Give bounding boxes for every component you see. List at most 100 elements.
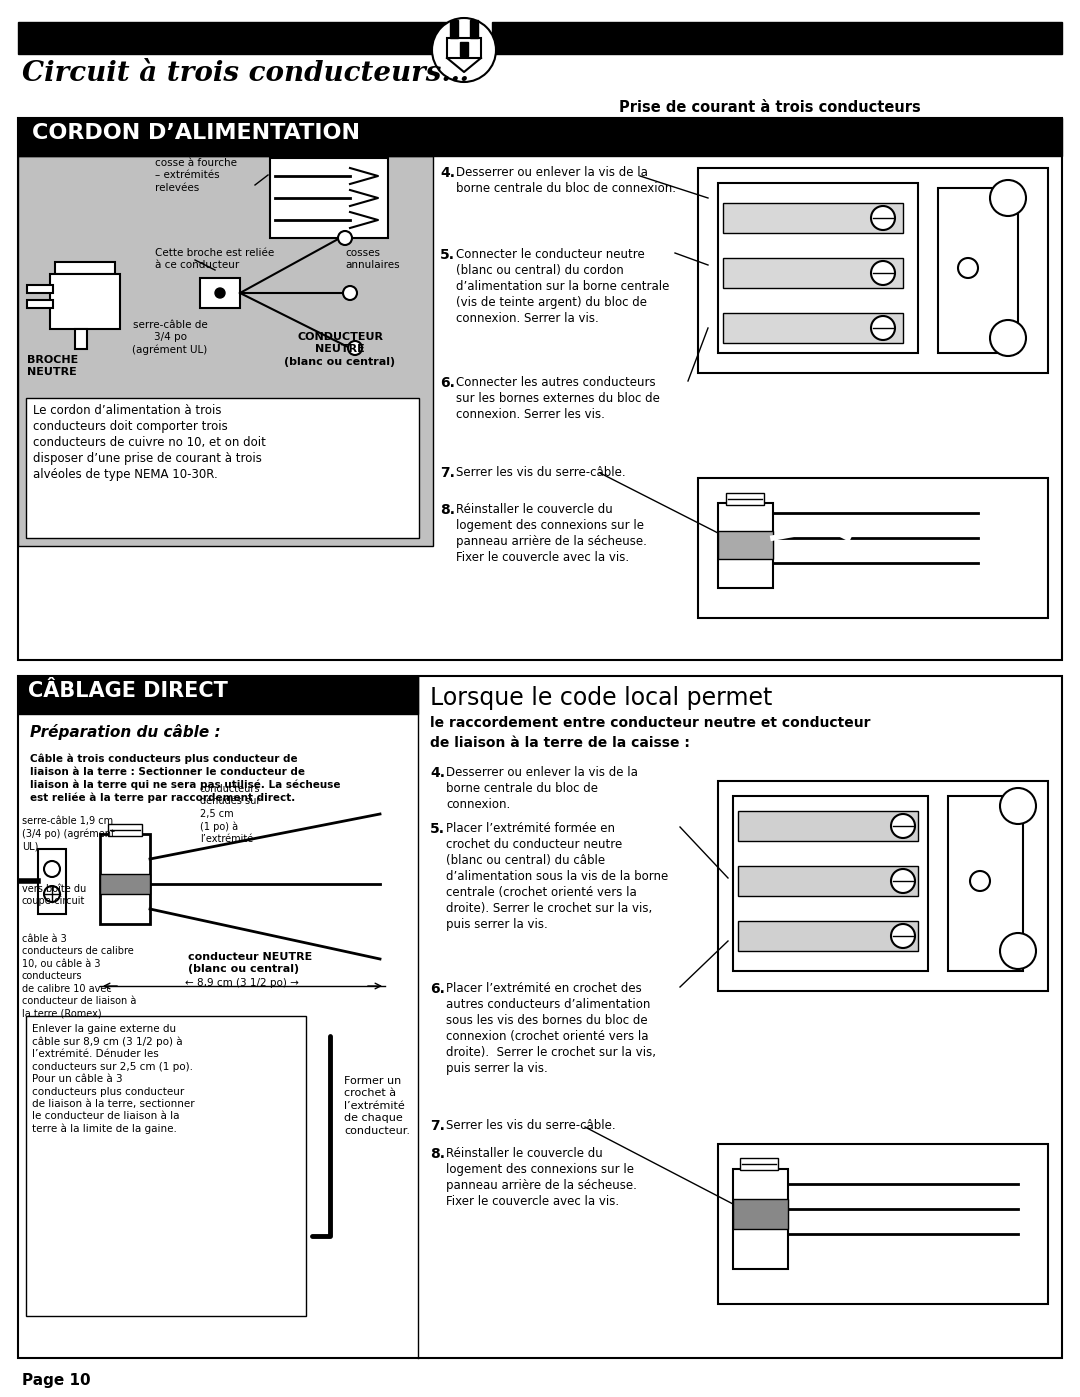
Circle shape: [970, 870, 990, 891]
Bar: [718, 531, 773, 559]
Circle shape: [343, 286, 357, 300]
Circle shape: [348, 341, 362, 355]
Text: Connecter les autres conducteurs
sur les bornes externes du bloc de
connexion. S: Connecter les autres conducteurs sur les…: [456, 376, 660, 420]
Text: Former un
crochet à
l’extrémité
de chaque
conducteur.: Former un crochet à l’extrémité de chaqu…: [345, 1076, 410, 1136]
Bar: [460, 42, 468, 56]
Text: Circuit à trois conducteurs…: Circuit à trois conducteurs…: [22, 60, 469, 87]
Text: 4.: 4.: [430, 766, 445, 780]
Text: CORDON D’ALIMENTATION: CORDON D’ALIMENTATION: [32, 123, 360, 142]
Text: Enlever la gaine externe du
câble sur 8,9 cm (3 1/2 po) à
l’extrémité. Dénuder l: Enlever la gaine externe du câble sur 8,…: [32, 1024, 194, 1134]
Bar: [270, 158, 388, 237]
Text: serre-câble de
3/4 po
(agrément UL): serre-câble de 3/4 po (agrément UL): [133, 320, 207, 355]
Text: Le cordon d’alimentation à trois
conducteurs doit comporter trois
conducteurs de: Le cordon d’alimentation à trois conduct…: [33, 404, 266, 481]
Bar: [26, 398, 419, 538]
Circle shape: [432, 18, 496, 82]
Bar: [723, 258, 903, 288]
Text: 6.: 6.: [430, 982, 445, 996]
Text: Connecter le conducteur neutre
(blanc ou central) du cordon
d’alimentation sur l: Connecter le conducteur neutre (blanc ou…: [456, 249, 670, 326]
Circle shape: [44, 886, 60, 902]
Circle shape: [1000, 788, 1036, 824]
Bar: [55, 263, 114, 274]
Bar: [38, 849, 66, 914]
Bar: [939, 189, 1018, 353]
Text: Câble à trois conducteurs plus conducteur de
liaison à la terre : Sectionner le : Câble à trois conducteurs plus conducteu…: [30, 754, 340, 803]
Circle shape: [891, 869, 915, 893]
Bar: [18, 676, 1062, 1358]
Circle shape: [891, 814, 915, 838]
Bar: [27, 285, 53, 293]
Text: Réinstaller le couvercle du
logement des connexions sur le
panneau arrière de la: Réinstaller le couvercle du logement des…: [446, 1147, 637, 1208]
Text: conducteurs
dénudés sur
2,5 cm
(1 po) à
l’extrémité: conducteurs dénudés sur 2,5 cm (1 po) à …: [200, 784, 260, 844]
Text: Desserrer ou enlever la vis de la
borne centrale du bloc de connexion.: Desserrer ou enlever la vis de la borne …: [456, 166, 676, 196]
Text: serre-câble 1,9 cm
(3/4 po) (agrément
UL): serre-câble 1,9 cm (3/4 po) (agrément UL…: [22, 816, 114, 851]
Text: CONDUCTEUR
NEUTRE
(blanc ou central): CONDUCTEUR NEUTRE (blanc ou central): [284, 332, 395, 367]
Bar: [18, 156, 433, 546]
Text: Page 10: Page 10: [22, 1373, 91, 1389]
Bar: [738, 812, 918, 841]
Bar: [738, 921, 918, 951]
Bar: [723, 203, 903, 233]
Bar: [733, 1199, 788, 1229]
Text: de liaison à la terre de la caisse :: de liaison à la terre de la caisse :: [430, 736, 690, 750]
Bar: [18, 22, 453, 54]
Bar: [492, 22, 1062, 54]
Bar: [738, 866, 918, 895]
Circle shape: [870, 261, 895, 285]
Text: Serrer les vis du serre-câble.: Serrer les vis du serre-câble.: [456, 467, 625, 479]
Bar: [948, 796, 1023, 971]
Bar: [718, 1144, 1048, 1303]
Text: 7.: 7.: [440, 467, 455, 481]
Bar: [447, 38, 481, 59]
Bar: [723, 313, 903, 344]
Bar: [75, 330, 87, 349]
Text: cosses
annulaires: cosses annulaires: [345, 249, 400, 271]
Bar: [18, 117, 1062, 659]
Text: Prise de courant à trois conducteurs: Prise de courant à trois conducteurs: [619, 101, 921, 115]
Circle shape: [990, 320, 1026, 356]
Circle shape: [958, 258, 978, 278]
Bar: [470, 20, 478, 38]
Text: BROCHE
NEUTRE: BROCHE NEUTRE: [27, 355, 78, 377]
Bar: [698, 478, 1048, 617]
Text: Préparation du câble :: Préparation du câble :: [30, 724, 220, 740]
Text: 8.: 8.: [440, 503, 455, 517]
Text: Lorsque le code local permet: Lorsque le code local permet: [430, 686, 772, 710]
Circle shape: [891, 923, 915, 949]
Circle shape: [870, 316, 895, 339]
Bar: [718, 183, 918, 353]
Bar: [726, 493, 764, 504]
Bar: [108, 824, 141, 835]
Text: Réinstaller le couvercle du
logement des connexions sur le
panneau arrière de la: Réinstaller le couvercle du logement des…: [456, 503, 647, 564]
Text: 4.: 4.: [440, 166, 455, 180]
Circle shape: [338, 231, 352, 244]
Bar: [450, 20, 458, 38]
Text: 6.: 6.: [440, 376, 455, 390]
Text: Serrer les vis du serre-câble.: Serrer les vis du serre-câble.: [446, 1119, 616, 1132]
Circle shape: [44, 861, 60, 877]
Text: Desserrer ou enlever la vis de la
borne centrale du bloc de
connexion.: Desserrer ou enlever la vis de la borne …: [446, 766, 638, 812]
Text: vers boîte du
coupe-circuit: vers boîte du coupe-circuit: [22, 884, 86, 907]
Bar: [50, 274, 120, 330]
Text: 8.: 8.: [430, 1147, 445, 1161]
Text: 5.: 5.: [440, 249, 455, 263]
Bar: [718, 503, 773, 588]
Text: ← 8,9 cm (3 1/2 po) →: ← 8,9 cm (3 1/2 po) →: [185, 978, 299, 988]
Bar: [100, 875, 150, 894]
Bar: [733, 796, 928, 971]
Text: 7.: 7.: [430, 1119, 445, 1133]
Bar: [698, 168, 1048, 373]
Circle shape: [990, 180, 1026, 217]
Bar: [26, 1016, 306, 1316]
Bar: [200, 278, 240, 307]
Text: conducteur NEUTRE
(blanc ou central): conducteur NEUTRE (blanc ou central): [188, 951, 312, 974]
Circle shape: [1000, 933, 1036, 970]
Bar: [733, 1169, 788, 1268]
Bar: [18, 117, 1062, 156]
Text: le raccordement entre conducteur neutre et conducteur: le raccordement entre conducteur neutre …: [430, 717, 870, 731]
Text: CÂBLAGE DIRECT: CÂBLAGE DIRECT: [28, 680, 228, 701]
Bar: [740, 1158, 778, 1171]
Text: Cette broche est reliée
à ce conducteur: Cette broche est reliée à ce conducteur: [156, 249, 274, 271]
Bar: [27, 300, 53, 307]
Text: cosse à fourche
– extrémités
relevées: cosse à fourche – extrémités relevées: [156, 158, 237, 193]
Bar: [718, 781, 1048, 990]
